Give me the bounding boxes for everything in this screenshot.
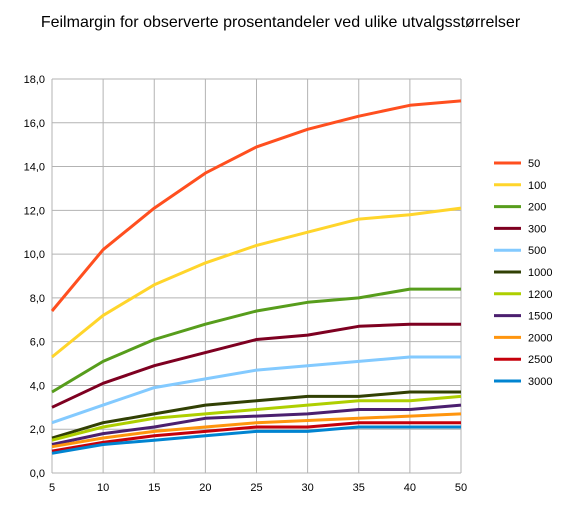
series-line-2500 — [51, 421, 461, 453]
legend-label: 2000 — [528, 332, 552, 344]
series-line-1500 — [51, 403, 462, 446]
series-line-3000 — [51, 425, 461, 455]
legend-label: 1500 — [528, 311, 552, 323]
y-tick-label: 18,0 — [24, 74, 45, 86]
legend-label: 500 — [528, 245, 546, 257]
x-tick-label: 10 — [97, 482, 109, 494]
series-line-50 — [50, 99, 462, 312]
x-tick-label: 40 — [404, 482, 416, 494]
y-tick-label: 10,0 — [24, 249, 45, 261]
y-tick-label: 0,0 — [30, 468, 45, 480]
x-tick-label: 20 — [199, 482, 211, 494]
y-tick-label: 16,0 — [24, 118, 45, 130]
y-tick-label: 12,0 — [24, 205, 45, 217]
y-tick-label: 14,0 — [24, 162, 45, 174]
x-tick-label: 30 — [302, 482, 314, 494]
series-line-100 — [51, 206, 462, 359]
series-line-200 — [51, 287, 461, 394]
series-line-300 — [51, 322, 461, 409]
x-tick-label: 5 — [49, 482, 55, 494]
legend-label: 300 — [528, 223, 546, 235]
y-tick-label: 2,0 — [30, 424, 45, 436]
x-tick-label: 15 — [148, 482, 160, 494]
x-tick-label: 25 — [250, 482, 262, 494]
chart-title: Feilmargin for observerte prosentandeler… — [40, 14, 521, 31]
legend-label: 3000 — [528, 376, 552, 388]
y-tick-label: 4,0 — [30, 380, 45, 392]
legend-label: 200 — [528, 202, 546, 214]
x-tick-label: 50 — [455, 482, 467, 494]
x-tick-label: 35 — [353, 482, 365, 494]
y-tick-label: 8,0 — [30, 293, 45, 305]
series-line-1200 — [51, 394, 462, 442]
y-tick-label: 6,0 — [30, 337, 45, 349]
legend-label: 1200 — [528, 289, 552, 301]
legend-label: 100 — [528, 180, 546, 192]
legend-label: 50 — [528, 158, 540, 170]
legend-label: 1000 — [528, 267, 552, 279]
series-line-2000 — [51, 412, 462, 449]
legend-label: 2500 — [528, 354, 552, 366]
series-line-1000 — [51, 390, 461, 440]
series-line-500 — [51, 355, 461, 425]
